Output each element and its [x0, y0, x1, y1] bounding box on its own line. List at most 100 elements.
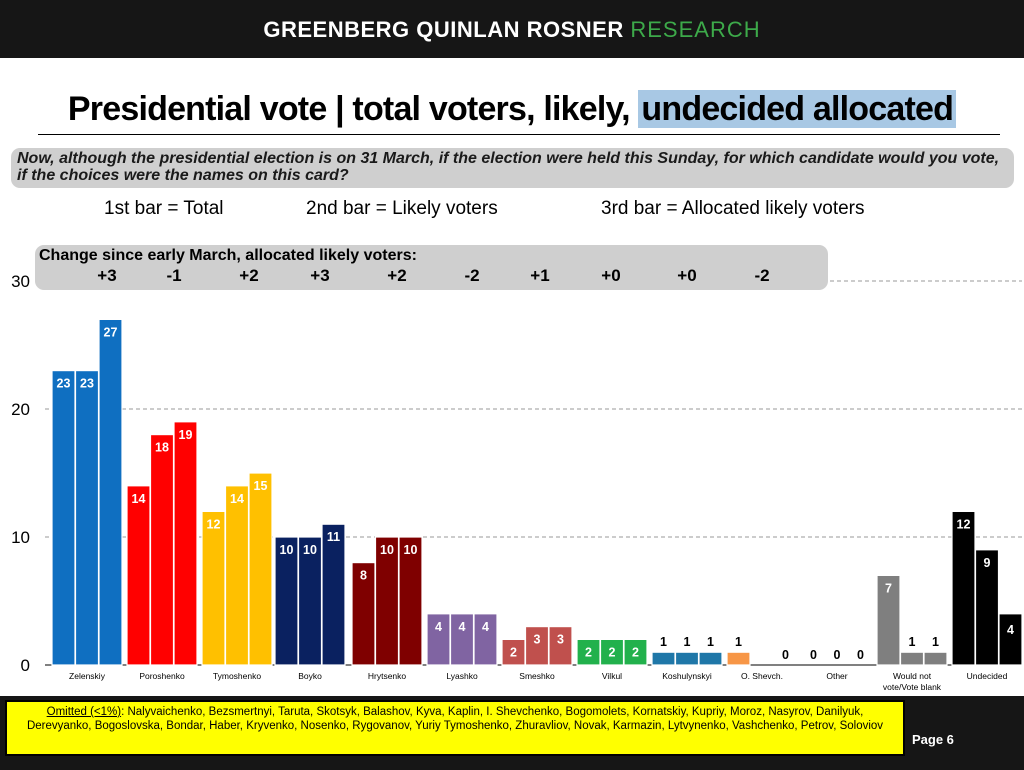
category-label: Hrytsenko: [368, 671, 407, 681]
y-tick-label: 10: [11, 528, 30, 547]
bar-1: [951, 510, 976, 666]
data-label: 4: [1007, 623, 1014, 637]
data-label: 11: [327, 530, 340, 544]
data-label: 3: [557, 633, 564, 647]
data-label: 10: [280, 543, 294, 557]
change-value: -2: [464, 266, 480, 285]
y-tick-label: 20: [11, 400, 30, 419]
data-label: 2: [510, 645, 517, 659]
brand-accent: RESEARCH: [630, 17, 761, 42]
category-label: Other: [826, 671, 847, 681]
category-label: Koshulynskyi: [662, 671, 712, 681]
bar-2: [674, 651, 700, 666]
data-label: 9: [984, 556, 991, 570]
change-box: [35, 245, 828, 290]
category-label: Boyko: [298, 671, 322, 681]
bar-legend-likely: 2nd bar = Likely voters: [306, 198, 498, 219]
category-label: Would not: [893, 671, 932, 681]
omitted-label: Omitted (<1%): [46, 706, 122, 718]
bar-1: [51, 370, 76, 666]
category-label: Smeshko: [519, 671, 555, 681]
change-value: +1: [530, 266, 550, 285]
header-bar: [0, 0, 1024, 58]
survey-question: Now, although the presidential election …: [11, 148, 1014, 188]
data-label: 2: [585, 645, 592, 659]
data-label: 1: [735, 635, 742, 649]
title-main: Presidential vote | total voters, likely…: [67, 90, 639, 128]
data-label: 4: [435, 620, 442, 634]
bar-3: [321, 523, 346, 666]
data-label: 4: [482, 620, 489, 634]
bar-3: [698, 651, 723, 666]
page-number: Page 6: [912, 732, 954, 747]
data-label: 0: [834, 648, 841, 662]
bar-2: [224, 485, 250, 666]
title-divider: [38, 134, 1000, 135]
change-value: +0: [601, 266, 621, 285]
data-label: 23: [80, 377, 94, 391]
y-tick-label: 30: [11, 272, 30, 291]
bar-3: [923, 651, 948, 666]
data-label: 4: [459, 620, 466, 634]
data-label: 14: [230, 492, 244, 506]
change-value: +3: [97, 266, 117, 285]
data-label: 14: [132, 492, 146, 506]
bar-1: [201, 510, 226, 666]
data-label: 10: [380, 543, 394, 557]
data-label: 27: [104, 325, 118, 339]
title-highlight: undecided allocated: [638, 90, 957, 128]
category-label: O. Shevch.: [741, 671, 783, 681]
bar-1: [876, 574, 901, 666]
bar-legend-allocated: 3rd bar = Allocated likely voters: [601, 198, 865, 219]
data-label: 0: [810, 648, 817, 662]
data-label: 10: [303, 543, 317, 557]
change-title: Change since early March, allocated like…: [39, 247, 417, 264]
data-label: 12: [207, 517, 221, 531]
category-label: Undecided: [967, 671, 1008, 681]
bar-3: [623, 638, 648, 666]
data-label: 1: [660, 635, 667, 649]
bar-3: [548, 625, 573, 666]
data-label: 1: [684, 635, 691, 649]
bar-3: [173, 421, 198, 666]
omitted-text: : Nalyvaichenko, Bezsmertnyi, Taruta, Sk…: [26, 706, 884, 732]
bar-2: [974, 549, 1000, 666]
omitted-note: Omitted (<1%): Nalyvaichenko, Bezsmertny…: [5, 700, 905, 756]
bar-3: [998, 613, 1023, 666]
change-value: +0: [677, 266, 697, 285]
bar-1: [726, 651, 751, 666]
bar-3: [473, 613, 498, 666]
bar-2: [74, 370, 100, 666]
data-label: 8: [360, 569, 367, 583]
bar-3: [98, 318, 123, 666]
category-label-line2: vote/Vote blank: [883, 682, 942, 692]
change-value: +2: [387, 266, 407, 285]
data-label: 3: [534, 633, 541, 647]
bar-1: [126, 485, 151, 666]
change-value: +3: [310, 266, 330, 285]
data-label: 2: [609, 645, 616, 659]
data-label: 19: [179, 428, 193, 442]
bar-1: [651, 651, 676, 666]
data-label: 7: [885, 581, 892, 595]
page-title: Presidential vote | total voters, likely…: [0, 90, 1024, 129]
bar-2: [899, 651, 925, 666]
data-label: 15: [254, 479, 268, 493]
data-label: 1: [707, 635, 714, 649]
category-label: Lyashko: [446, 671, 478, 681]
bar-3: [398, 536, 423, 666]
data-label: 0: [782, 648, 789, 662]
category-label: Tymoshenko: [213, 671, 261, 681]
change-value: +2: [239, 266, 259, 285]
category-label: Vilkul: [602, 671, 622, 681]
data-label: 0: [857, 648, 864, 662]
bar-3: [248, 472, 273, 666]
data-label: 1: [909, 635, 916, 649]
change-value: -1: [166, 266, 182, 285]
data-label: 12: [957, 517, 971, 531]
data-label: 23: [57, 377, 71, 391]
change-value: -2: [754, 266, 770, 285]
brand-main: GREENBERG QUINLAN ROSNER: [263, 17, 624, 42]
brand-logo: GREENBERG QUINLAN ROSNER RESEARCH: [0, 17, 1024, 43]
